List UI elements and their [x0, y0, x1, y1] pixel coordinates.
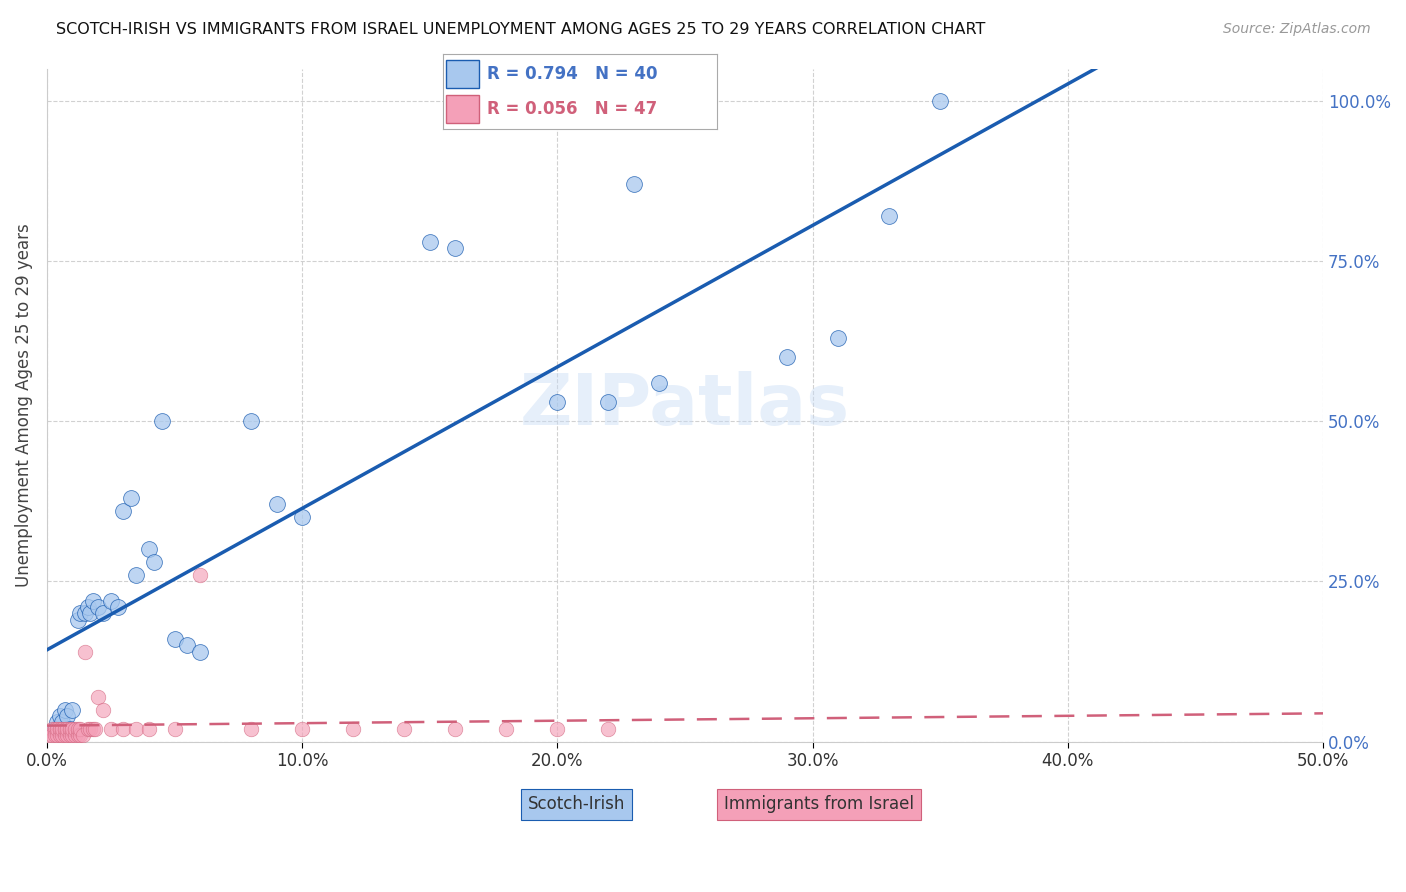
Point [76, 599, 98, 614]
Point [143, 555, 166, 569]
Point [75, 607, 97, 621]
Point [48, 709, 70, 723]
Point [91, 607, 114, 621]
Point [100, 593, 122, 607]
Point [56, 728, 79, 742]
Point [84, 722, 107, 736]
Point [46, 715, 69, 730]
Point [63, 722, 86, 736]
Point [38, 728, 60, 742]
Point [59, 722, 82, 736]
FancyBboxPatch shape [446, 95, 478, 122]
Point [66, 613, 89, 627]
Text: Source: ZipAtlas.com: Source: ZipAtlas.com [1223, 22, 1371, 37]
Point [69, 728, 91, 742]
Point [240, 414, 263, 428]
Point [87, 690, 110, 704]
Point [291, 510, 314, 524]
Point [598, 395, 620, 409]
Point [53, 728, 76, 742]
Point [100, 722, 122, 736]
Point [444, 241, 467, 255]
Point [125, 722, 148, 736]
Point [623, 177, 645, 191]
Point [266, 498, 288, 512]
Point [66, 722, 89, 736]
Point [59, 722, 82, 736]
Point [44, 722, 66, 736]
Point [82, 593, 104, 607]
Point [79, 722, 101, 736]
Point [342, 722, 364, 736]
Point [176, 639, 198, 653]
Point [87, 599, 110, 614]
Point [648, 376, 671, 390]
Point [76, 722, 98, 736]
Point [46, 728, 69, 742]
Text: Scotch-Irish: Scotch-Irish [527, 796, 626, 814]
Point [75, 645, 97, 659]
Text: R = 0.056   N = 47: R = 0.056 N = 47 [486, 100, 657, 118]
Text: R = 0.794   N = 40: R = 0.794 N = 40 [486, 65, 657, 83]
Point [138, 542, 160, 557]
Point [51, 728, 73, 742]
Point [62, 702, 84, 716]
Point [59, 728, 82, 742]
Point [82, 722, 104, 736]
Point [48, 722, 70, 736]
Point [53, 722, 76, 736]
Point [150, 414, 173, 428]
Point [44, 728, 66, 742]
Point [188, 568, 211, 582]
Point [546, 395, 568, 409]
Point [240, 722, 263, 736]
Point [776, 350, 799, 364]
Point [63, 728, 86, 742]
Point [56, 709, 79, 723]
Point [598, 722, 620, 736]
Point [51, 715, 73, 730]
Point [46, 722, 69, 736]
Point [79, 607, 101, 621]
Point [44, 722, 66, 736]
Point [394, 722, 416, 736]
Point [62, 728, 84, 742]
Point [291, 722, 314, 736]
Point [41, 722, 63, 736]
Point [48, 728, 70, 742]
Point [53, 702, 76, 716]
Point [188, 645, 211, 659]
Point [66, 728, 89, 742]
Point [41, 728, 63, 742]
Point [69, 722, 91, 736]
Text: SCOTCH-IRISH VS IMMIGRANTS FROM ISRAEL UNEMPLOYMENT AMONG AGES 25 TO 29 YEARS CO: SCOTCH-IRISH VS IMMIGRANTS FROM ISRAEL U… [56, 22, 986, 37]
Point [495, 722, 517, 736]
Point [56, 722, 79, 736]
Point [877, 209, 900, 223]
Point [929, 94, 952, 108]
FancyBboxPatch shape [446, 61, 478, 87]
Point [163, 632, 186, 646]
Point [69, 607, 91, 621]
Point [112, 504, 135, 518]
Point [120, 491, 142, 505]
Point [163, 722, 186, 736]
Point [125, 568, 148, 582]
Point [546, 722, 568, 736]
Point [72, 728, 94, 742]
Point [112, 722, 135, 736]
Point [444, 722, 467, 736]
Text: Immigrants from Israel: Immigrants from Israel [724, 796, 914, 814]
Point [138, 722, 160, 736]
Text: ZIPatlas: ZIPatlas [520, 370, 851, 440]
Point [827, 331, 849, 345]
Point [419, 235, 441, 249]
Point [91, 702, 114, 716]
Point [62, 722, 84, 736]
Y-axis label: Unemployment Among Ages 25 to 29 years: Unemployment Among Ages 25 to 29 years [15, 223, 32, 587]
Point [107, 599, 129, 614]
Point [51, 722, 73, 736]
